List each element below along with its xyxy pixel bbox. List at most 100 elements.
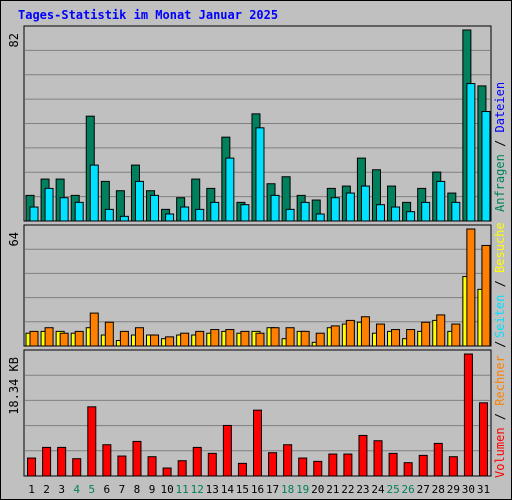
bar-volumen-day-24 [373, 440, 383, 477]
legend-entry: / [493, 406, 507, 428]
bar-dateien-day-27 [421, 201, 431, 222]
bar-rechner-day-25 [391, 329, 401, 347]
bar-volumen-day-16 [253, 409, 262, 477]
bar-rechner-day-2 [44, 327, 54, 347]
bar-volumen-day-5 [87, 406, 97, 477]
legend-middle: Seiten / Besuche [493, 222, 507, 338]
legend-entry: / [493, 273, 507, 295]
bar-dateien-day-26 [406, 211, 416, 222]
bar-volumen-day-12 [192, 446, 202, 477]
bar-rechner-day-18 [285, 327, 295, 347]
bar-volumen-day-14 [222, 424, 232, 477]
bar-rechner-day-8 [134, 327, 144, 347]
bar-rechner-day-27 [421, 321, 431, 347]
x-tick-label: 16 [251, 483, 264, 496]
bar-dateien-day-24 [375, 204, 385, 222]
bar-rechner-day-4 [74, 330, 84, 347]
bar-rechner-day-20 [315, 332, 325, 347]
x-tick-label: 13 [206, 483, 219, 496]
legend-entry: Anfragen [493, 154, 507, 212]
bar-rechner-day-22 [345, 319, 355, 347]
bar-volumen-day-4 [72, 458, 82, 477]
bar-volumen-day-19 [298, 457, 308, 477]
x-tick-label: 24 [371, 483, 385, 496]
bar-dateien-day-6 [104, 208, 114, 222]
legend-bottom: Volumen / Rechner / [493, 341, 507, 478]
bar-rechner-day-24 [375, 323, 385, 347]
chart-title: Tages-Statistik im Monat Januar 2025 [18, 8, 278, 22]
bar-dateien-day-2 [44, 187, 54, 222]
legend-entry: Dateien [493, 82, 507, 133]
bar-rechner-day-3 [59, 332, 69, 347]
bar-dateien-day-17 [270, 194, 280, 222]
bar-dateien-day-16 [255, 127, 265, 222]
panel-middle: 64 [7, 224, 492, 347]
x-tick-label: 21 [326, 483, 339, 496]
x-tick-label: 9 [149, 483, 156, 496]
bar-volumen-day-21 [328, 453, 338, 477]
legend-entry: Rechner [493, 355, 507, 406]
panel-top: 82 [7, 25, 492, 222]
bar-volumen-day-26 [403, 462, 413, 477]
x-tick-label: 26 [402, 483, 415, 496]
bar-volumen-day-23 [358, 434, 368, 477]
bar-dateien-day-19 [300, 201, 310, 222]
x-tick-label: 8 [134, 483, 141, 496]
legend-entry: Volumen [493, 427, 507, 478]
bar-rechner-day-17 [270, 327, 280, 347]
bar-dateien-day-21 [330, 197, 340, 222]
plot-area-middle [23, 224, 492, 347]
legend-top: Anfragen / Dateien [493, 82, 507, 212]
bar-volumen-day-18 [283, 444, 293, 477]
bar-dateien-day-23 [360, 185, 370, 222]
x-tick-label: 30 [462, 483, 475, 496]
bar-dateien-day-28 [436, 180, 446, 222]
bar-volumen-day-17 [268, 452, 278, 477]
y-max-label-middle: 64 [7, 232, 21, 246]
x-tick-label: 11 [176, 483, 189, 496]
x-tick-label: 1 [28, 483, 35, 496]
x-tick-label: 29 [447, 483, 460, 496]
bar-volumen-day-31 [478, 402, 488, 477]
bar-volumen-day-27 [418, 454, 428, 477]
bar-dateien-day-5 [89, 164, 99, 222]
bar-dateien-day-9 [150, 194, 160, 222]
bar-rechner-day-16 [255, 332, 265, 347]
bar-rechner-day-9 [150, 334, 160, 347]
bar-volumen-day-20 [313, 460, 323, 477]
legend-entry: Besuche [493, 222, 507, 273]
legend-entry: Seiten [493, 295, 507, 338]
bar-volumen-day-22 [343, 453, 353, 477]
panel-bottom: 18.34 KB [7, 349, 492, 477]
bar-volumen-day-8 [132, 440, 142, 477]
x-tick-label: 23 [356, 483, 369, 496]
x-tick-label: 19 [296, 483, 309, 496]
bar-dateien-day-15 [240, 204, 250, 222]
x-tick-label: 25 [386, 483, 399, 496]
bar-dateien-day-12 [195, 208, 205, 222]
x-tick-label: 22 [341, 483, 354, 496]
bar-volumen-day-3 [57, 446, 67, 477]
bar-volumen-day-1 [27, 457, 37, 477]
bar-dateien-day-22 [345, 192, 355, 222]
bar-dateien-day-3 [59, 197, 69, 222]
bar-dateien-day-18 [285, 208, 295, 222]
bar-volumen-day-30 [463, 353, 473, 477]
bar-dateien-day-8 [134, 180, 144, 222]
bar-volumen-day-2 [42, 446, 52, 477]
bar-dateien-day-29 [451, 201, 461, 222]
bar-volumen-day-6 [102, 444, 112, 477]
x-tick-label: 5 [88, 483, 95, 496]
y-max-label-top: 82 [7, 33, 21, 47]
bar-volumen-day-25 [388, 452, 398, 477]
bar-volumen-day-13 [207, 452, 217, 477]
bar-rechner-day-21 [330, 325, 340, 347]
bar-rechner-day-26 [406, 329, 416, 347]
bar-rechner-day-1 [29, 330, 39, 347]
x-tick-label: 10 [160, 483, 173, 496]
x-tick-label: 6 [104, 483, 111, 496]
bar-rechner-day-12 [195, 330, 205, 347]
